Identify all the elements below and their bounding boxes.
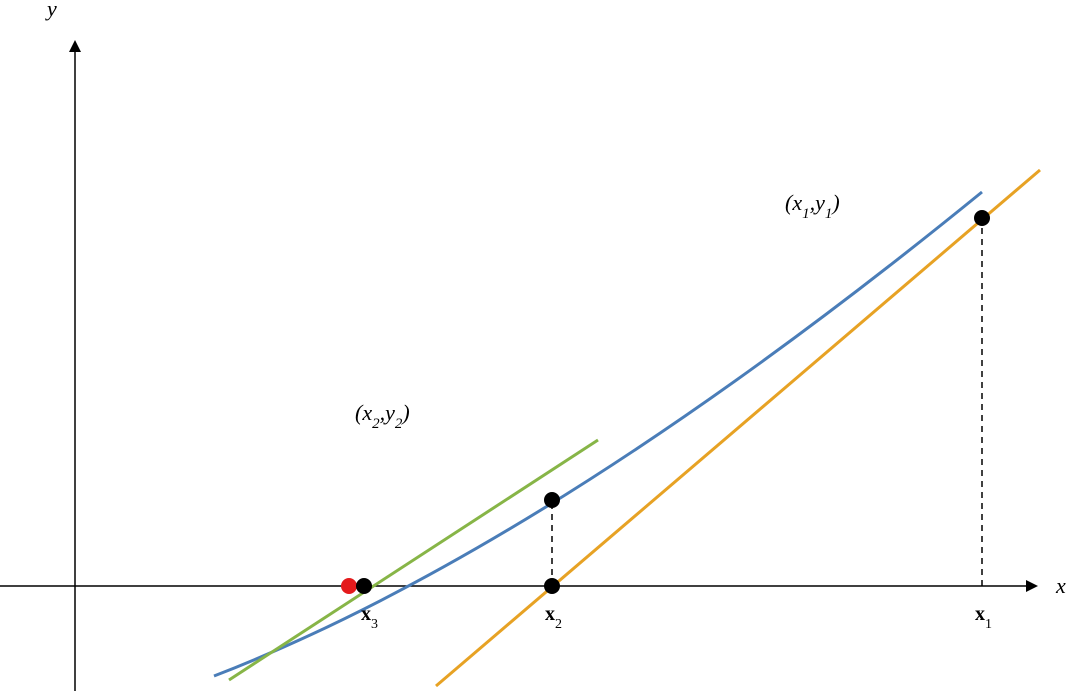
x3-tick: x3: [361, 603, 378, 632]
function-curve: [214, 192, 982, 676]
x1-curve-point: [974, 210, 990, 226]
point-1-label: (x1,y1): [785, 190, 840, 222]
root-point: [341, 578, 357, 594]
x-axis-label: x: [1055, 573, 1066, 598]
tick-labels: x3 x2 x1: [361, 603, 992, 632]
x2-axis-point: [544, 578, 560, 594]
tangent-1: [436, 170, 1040, 686]
x1-tick: x1: [975, 603, 992, 632]
tangent-2: [229, 440, 598, 680]
point-2-label: (x2,y2): [355, 400, 410, 432]
points: [341, 210, 990, 594]
y-axis-label: y: [45, 0, 57, 21]
newton-method-diagram: x y (x1,y1) (x2,y2) x3 x2 x1: [0, 0, 1077, 691]
x2-curve-point: [544, 492, 560, 508]
x2-tick: x2: [545, 603, 562, 632]
x3-point: [356, 578, 372, 594]
